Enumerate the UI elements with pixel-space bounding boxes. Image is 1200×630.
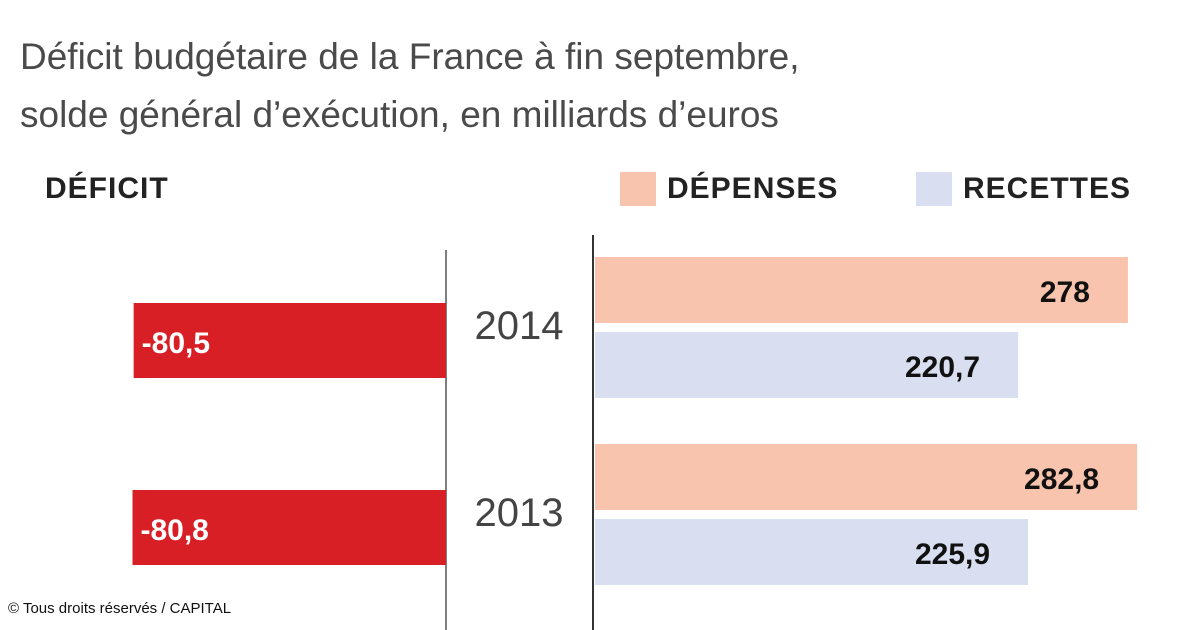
deficit-header: DÉFICIT (45, 172, 169, 205)
recettes-label-2014: 220,7 (905, 351, 980, 384)
legend-label-depenses: DÉPENSES (667, 172, 839, 205)
dépenses-bar-2014 (595, 257, 1128, 323)
year-label-2013: 2013 (475, 491, 564, 535)
title-line: Déficit budgétaire de la France à fin se… (20, 36, 800, 77)
dépenses-bar-2013 (595, 444, 1138, 510)
deficit-label-2014: -80,5 (142, 327, 210, 360)
year-label-2014: 2014 (475, 304, 564, 348)
dépenses-label-2013: 282,8 (1024, 463, 1099, 496)
chart-title: Déficit budgétaire de la France à fin se… (20, 28, 799, 144)
recettes-label-2013: 225,9 (915, 538, 990, 571)
deficit-label-2013: -80,8 (140, 514, 208, 547)
deficit-bar-2013 (132, 490, 446, 565)
legend-swatch-depenses (620, 172, 656, 206)
recettes-bar-2014 (595, 332, 1019, 398)
legend-swatch-recettes (916, 172, 952, 206)
recettes-bar-2013 (595, 519, 1029, 585)
subtitle-line: solde général d’exécution, en milliards … (20, 94, 779, 135)
legend-label-recettes: RECETTES (963, 172, 1132, 205)
dépenses-label-2014: 278 (1040, 276, 1090, 309)
deficit-bar-2014 (133, 303, 446, 378)
copyright-credit: © Tous droits réservés / CAPITAL (8, 600, 232, 617)
